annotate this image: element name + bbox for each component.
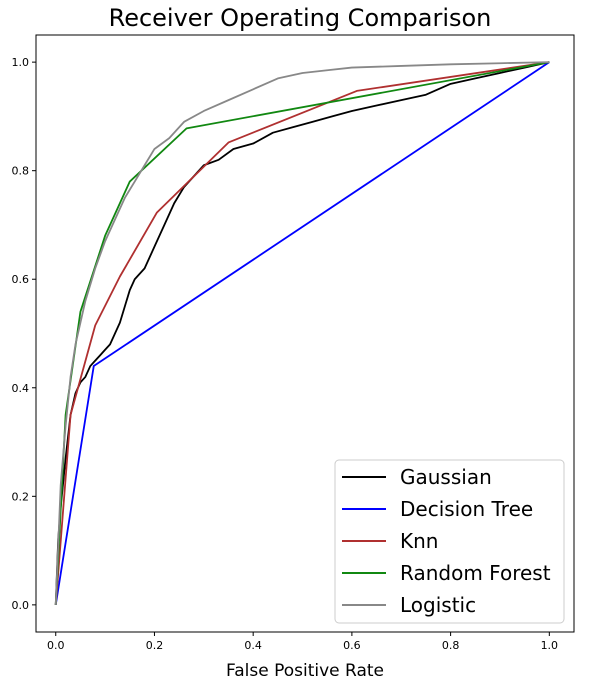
legend-label-random-forest: Random Forest: [400, 561, 551, 585]
y-axis-ticks: 0.0 0.2 0.4 0.6 0.8 1.0: [12, 56, 36, 612]
chart-title: Receiver Operating Comparison: [109, 4, 492, 32]
legend-label-gaussian: Gaussian: [400, 465, 492, 489]
x-tick-label: 0.6: [343, 639, 361, 652]
series-line-knn: [54, 61, 550, 605]
y-tick-label: 0.8: [12, 165, 30, 178]
legend: Gaussian Decision Tree Knn Random Forest Log…: [334, 459, 565, 624]
y-tick-label: 1.0: [12, 56, 30, 69]
legend-label-knn: Knn: [400, 529, 438, 553]
series-line-decision-tree: [54, 61, 550, 606]
series-line-gaussian: [54, 61, 550, 605]
x-tick-label: 0.8: [442, 639, 460, 652]
x-axis-ticks: 0.0 0.2 0.4 0.6 0.8 1.0: [47, 632, 558, 652]
x-tick-label: 0.4: [244, 639, 262, 652]
series-layer: [54, 61, 550, 606]
x-tick-label: 0.0: [47, 639, 65, 652]
y-tick-label: 0.6: [12, 273, 30, 286]
x-tick-label: 1.0: [541, 639, 559, 652]
y-tick-label: 0.0: [12, 599, 30, 612]
legend-label-logistic: Logistic: [400, 593, 476, 617]
x-axis-label: False Positive Rate: [226, 661, 384, 681]
x-tick-label: 0.2: [146, 639, 164, 652]
y-tick-label: 0.4: [12, 382, 30, 395]
y-tick-label: 0.2: [12, 490, 30, 503]
plot-area-frame: [35, 34, 575, 633]
legend-label-decision-tree: Decision Tree: [400, 497, 533, 521]
series-line-logistic: [54, 61, 550, 605]
series-line-random-forest: [54, 61, 550, 605]
legend-box: [334, 459, 565, 624]
